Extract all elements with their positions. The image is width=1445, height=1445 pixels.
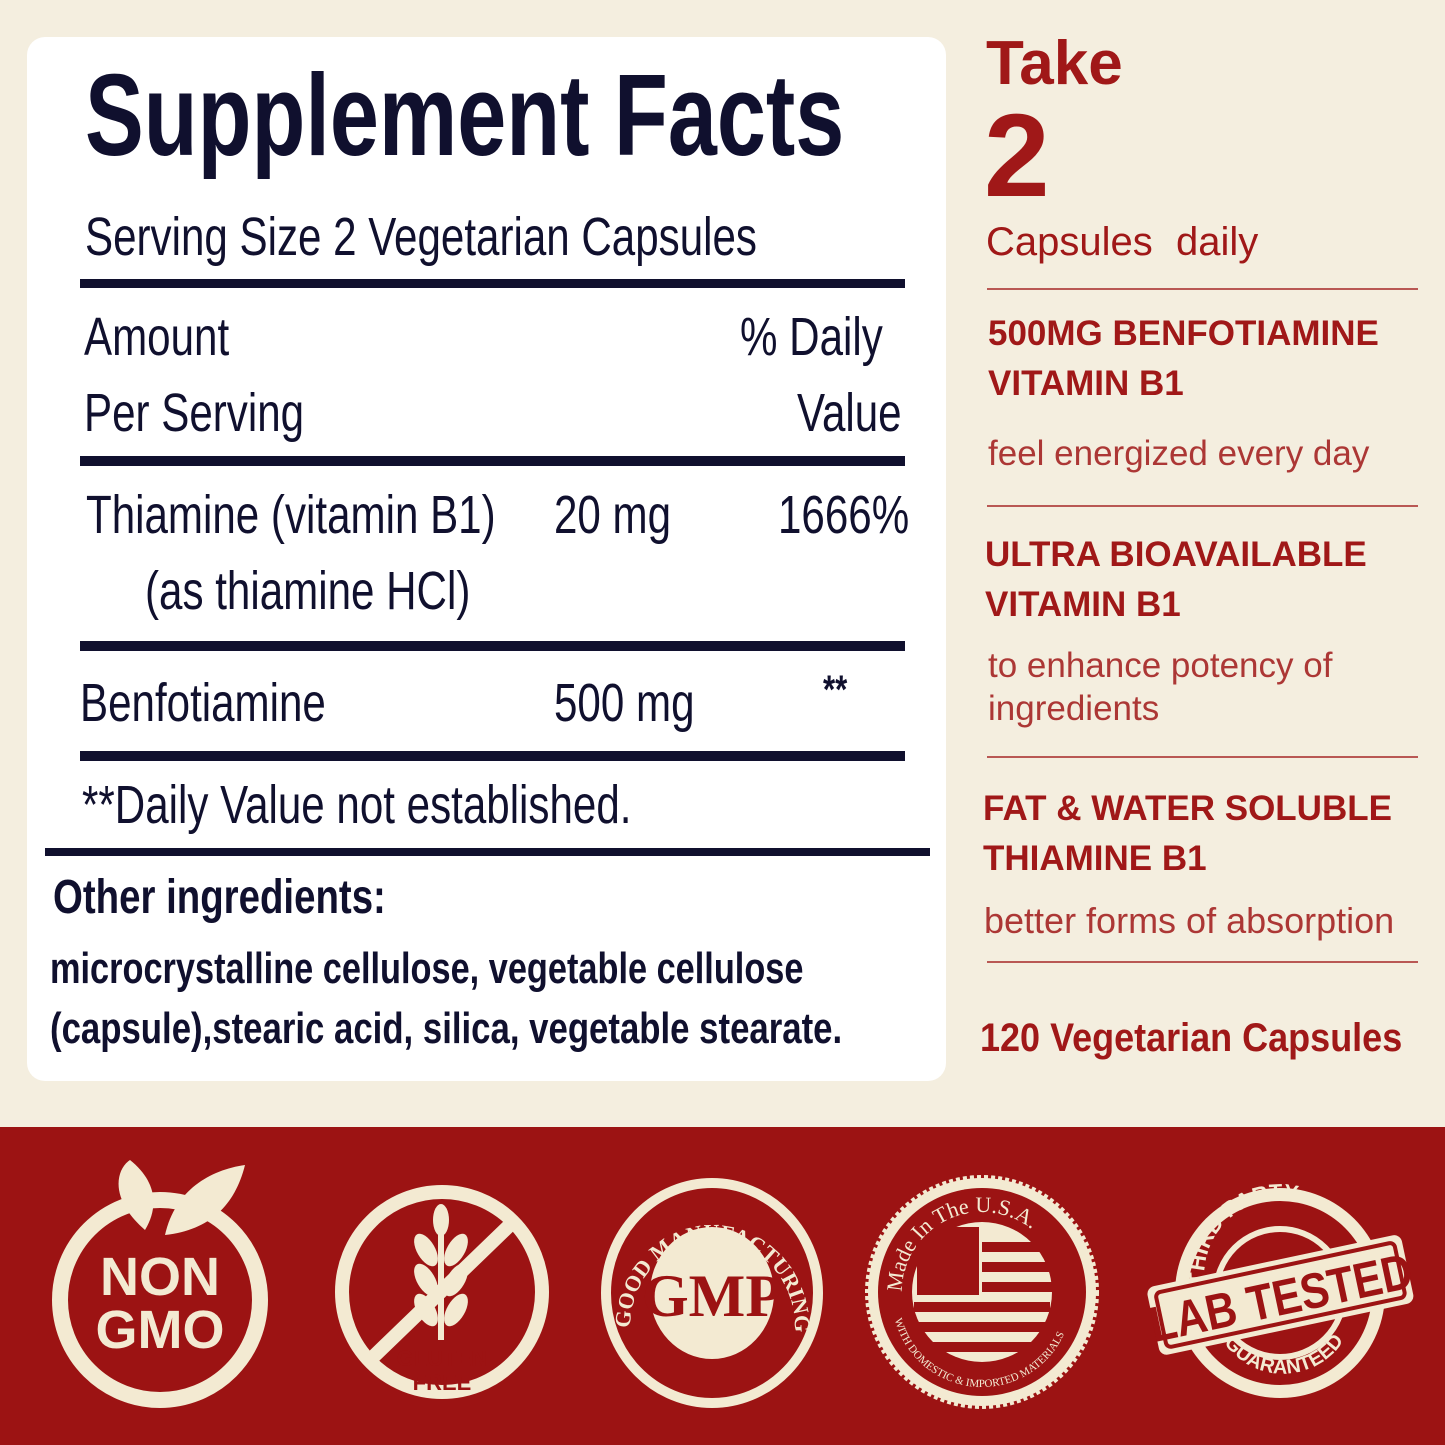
made-in-usa-badge: Made In The U.S.A. WITH DOMESTIC & IMPOR… [865, 1175, 1099, 1409]
divider [987, 961, 1418, 963]
nutrient-dv: 1666% [778, 485, 910, 545]
nutrient-dv: ** [823, 668, 848, 712]
badge-ring [52, 1192, 268, 1408]
nutrient-name: Benfotiamine [80, 673, 326, 733]
feature-description: to enhance potency of [988, 646, 1333, 685]
divider [45, 848, 930, 856]
serving-size: Serving Size 2 Vegetarian Capsules [85, 207, 757, 267]
feature-description: ingredients [988, 689, 1160, 728]
feature-heading: VITAMIN B1 [988, 364, 1184, 403]
feature-heading: ULTRA BIOAVAILABLE [985, 535, 1367, 574]
divider [80, 641, 905, 651]
gmp-badge: GOOD MANUFACTURING PRACTICE GMP [600, 1178, 823, 1408]
gluten-free-badge: GLUTEN FREE [335, 1185, 549, 1399]
per-serving-header: Per Serving [84, 383, 305, 443]
non-gmo-badge: NON GMO [52, 1160, 268, 1408]
facts-title: Supplement Facts [85, 50, 845, 180]
divider [987, 756, 1418, 758]
feature-heading: VITAMIN B1 [985, 585, 1181, 624]
capsule-count-label: 120 Vegetarian Capsules [980, 1016, 1403, 1060]
divider [80, 456, 905, 466]
nutrient-amount: 20 mg [554, 485, 672, 545]
other-ingredients-line: microcrystalline cellulose, vegetable ce… [50, 944, 804, 993]
leaf-icon [118, 1160, 154, 1230]
other-ingredients-title: Other ingredients: [53, 871, 386, 924]
daily-value-header: % Daily [740, 307, 883, 367]
capsule-count-big: 2 [984, 90, 1050, 222]
supplement-facts-panel [27, 37, 946, 1081]
feature-heading: THIAMINE B1 [983, 839, 1207, 878]
value-header: Value [797, 383, 902, 443]
feature-heading: 500MG BENFOTIAMINE [988, 314, 1379, 353]
leaf-icon [165, 1165, 245, 1235]
nutrient-name: Thiamine (vitamin B1) [86, 485, 496, 545]
footnote: **Daily Value not established. [82, 775, 632, 835]
divider [80, 279, 905, 288]
divider [987, 505, 1418, 507]
divider [987, 288, 1418, 290]
badge-text: GMP [642, 1263, 782, 1329]
divider [80, 751, 905, 761]
badge-text: GLUTEN [397, 1346, 487, 1371]
feature-description: feel energized every day [988, 434, 1370, 473]
feature-description: better forms of absorption [984, 900, 1395, 941]
badge-text: FREE [413, 1370, 472, 1395]
wheat-icon [414, 1204, 468, 1340]
capsules-label: Capsules [986, 220, 1153, 264]
nutrient-source: (as thiamine HCl) [145, 561, 471, 621]
nutrient-amount: 500 mg [554, 673, 695, 733]
lab-tested-badge: THIRD PARTY GUARANTEED LAB TESTED [1145, 1179, 1415, 1398]
other-ingredients-line: (capsule),stearic acid, silica, vegetabl… [50, 1004, 843, 1053]
badge-text: NON [100, 1247, 220, 1307]
feature-heading: FAT & WATER SOLUBLE [983, 789, 1392, 828]
amount-header: Amount [84, 307, 230, 367]
daily-label: daily [1176, 220, 1259, 264]
badge-text: GMO [96, 1300, 225, 1360]
take-label: Take [986, 29, 1123, 98]
